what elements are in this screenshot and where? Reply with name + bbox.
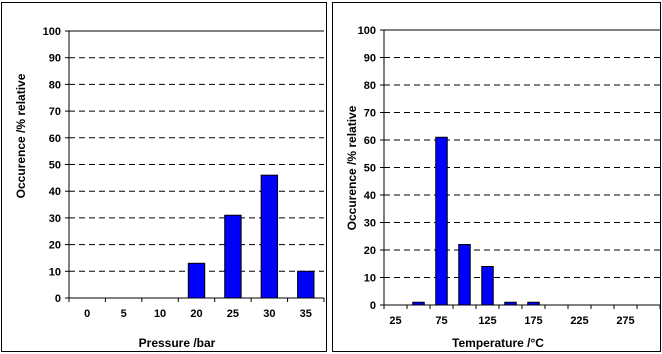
pressure-chart-xtick-label: 0 bbox=[84, 308, 90, 320]
temperature-chart-ytick-label: 50 bbox=[364, 163, 376, 175]
pressure-chart-xtick-label: 35 bbox=[300, 308, 312, 320]
pressure-chart-bar bbox=[224, 214, 242, 299]
temperature-chart-ytick-label: 100 bbox=[358, 25, 376, 37]
temperature-chart-ytick-label: 60 bbox=[364, 135, 376, 147]
pressure-chart-bar bbox=[187, 262, 206, 299]
temperature-chart-bar bbox=[435, 136, 448, 306]
pressure-chart-ytick-label: 70 bbox=[49, 106, 61, 118]
temperature-chart-xtick-label: 175 bbox=[524, 315, 542, 327]
temperature-chart-bar bbox=[504, 301, 517, 306]
temperature-chart-ytick-label: 80 bbox=[364, 80, 376, 92]
pressure-chart-ytick-label: 0 bbox=[55, 293, 61, 305]
pressure-chart-ytick-label: 80 bbox=[49, 79, 61, 91]
temperature-chart: Temperature /°C Occurence /% relative 0 1… bbox=[345, 25, 661, 350]
temperature-chart-ytick-label: 10 bbox=[364, 273, 376, 285]
temperature-chart-xtick-label: 225 bbox=[570, 315, 588, 327]
temperature-chart-xlabel: Temperature /°C bbox=[452, 336, 544, 350]
pressure-chart: Pressure /bar Occurence /% relative 0 10 2… bbox=[14, 26, 325, 350]
temperature-chart-bar bbox=[458, 244, 471, 306]
pressure-chart-ytick-label: 60 bbox=[49, 133, 61, 145]
temperature-chart-ytick-label: 70 bbox=[364, 108, 376, 120]
temperature-chart-bar bbox=[481, 266, 494, 306]
pressure-chart-xtick-label: 20 bbox=[190, 308, 202, 320]
pressure-chart-xtick-label: 10 bbox=[154, 308, 166, 320]
pressure-chart-xtick-label: 25 bbox=[227, 308, 239, 320]
pressure-chart-bar bbox=[297, 270, 315, 299]
pressure-chart-ytick-label: 50 bbox=[49, 160, 61, 172]
pressure-chart-ytick-label: 30 bbox=[49, 213, 61, 225]
pressure-chart-ytick-label: 100 bbox=[43, 26, 61, 38]
pressure-chart-ylabel: Occurence /% relative bbox=[14, 73, 28, 198]
pressure-chart-ytick-label: 20 bbox=[49, 240, 61, 252]
temperature-chart-ytick-label: 20 bbox=[364, 245, 376, 257]
temperature-chart-xtick-label: 125 bbox=[478, 315, 496, 327]
pressure-chart-panel: Pressure /bar Occurence /% relative 0 10 2… bbox=[1, 2, 327, 352]
pressure-chart-xtick-label: 30 bbox=[263, 308, 275, 320]
temperature-chart-xtick-label: 275 bbox=[616, 315, 634, 327]
temperature-chart-xtick-label: 75 bbox=[435, 315, 447, 327]
temperature-chart-ytick-label: 0 bbox=[370, 300, 376, 312]
temperature-chart-panel: Temperature /°C Occurence /% relative 0 1… bbox=[332, 2, 661, 352]
temperature-chart-ytick-label: 30 bbox=[364, 218, 376, 230]
temperature-chart-ytick-label: 90 bbox=[364, 53, 376, 65]
temperature-chart-bar bbox=[412, 301, 425, 306]
temperature-chart-ytick-label: 40 bbox=[364, 190, 376, 202]
pressure-chart-xtick-label: 5 bbox=[121, 308, 127, 320]
pressure-chart-ytick-label: 90 bbox=[49, 53, 61, 65]
pressure-chart-ytick-label: 10 bbox=[49, 266, 61, 278]
temperature-chart-bar bbox=[527, 301, 540, 306]
pressure-chart-ytick-label: 40 bbox=[49, 186, 61, 198]
pressure-chart-bar bbox=[260, 174, 279, 299]
temperature-chart-xtick-label: 25 bbox=[389, 315, 401, 327]
temperature-chart-ylabel: Occurence /% relative bbox=[345, 105, 359, 230]
pressure-chart-xlabel: Pressure /bar bbox=[139, 336, 216, 350]
